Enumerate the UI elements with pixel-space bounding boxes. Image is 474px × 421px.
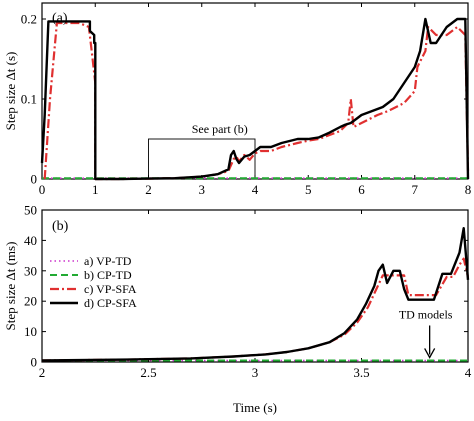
x-tick-label: 3	[199, 182, 206, 197]
td-models-label: TD models	[399, 307, 453, 321]
y-tick-label: 0.2	[21, 12, 37, 27]
series-line-d-cp-sfa	[40, 17, 470, 181]
x-tick-label: 1	[92, 182, 99, 197]
x-tick-label: 0	[39, 182, 46, 197]
y-tick-label: 50	[24, 203, 37, 218]
arrow-head	[424, 348, 436, 359]
x-tick-label: 8	[465, 182, 472, 197]
panel-a-ylabel: Step size Δt (s)	[3, 52, 18, 131]
y-tick-label: 30	[24, 263, 37, 278]
panel-a-yticks: 0 0.1 0.2	[21, 12, 468, 187]
x-tick-label: 3	[252, 365, 259, 380]
series-line-d-cp-sfa	[41, 226, 470, 362]
x-tick-label: 2	[145, 182, 152, 197]
series-line-c-vp-sfa	[43, 21, 470, 181]
panel-b: (b) Step size Δt (ms) Time (s) 2 2.5 3 3.5 4…	[3, 203, 472, 416]
panel-b-xlabel: Time (s)	[233, 400, 277, 415]
x-tick-label: 2.5	[140, 365, 156, 380]
y-tick-label: 0	[31, 355, 38, 370]
see-part-b-label: See part (b)	[192, 122, 248, 136]
x-tick-label: 6	[358, 182, 365, 197]
legend-label: a) VP-TD	[84, 254, 132, 268]
x-tick-label: 4	[465, 365, 472, 380]
legend-label: b) CP-TD	[84, 268, 132, 282]
panel-b-yticks: 0 10 20 30 40 50	[24, 203, 468, 370]
y-tick-label: 0.1	[21, 92, 37, 107]
panel-b-lines	[41, 226, 470, 362]
x-tick-label: 2	[39, 365, 46, 380]
x-tick-label: 3.5	[353, 365, 369, 380]
panel-b-ylabel: Step size Δt (ms)	[3, 242, 18, 331]
see-part-b-box	[148, 138, 256, 180]
y-tick-label: 20	[24, 294, 37, 309]
panel-b-xticks: 2 2.5 3 3.5 4	[39, 210, 472, 380]
td-models-arrow	[424, 325, 436, 359]
x-tick-label: 5	[305, 182, 312, 197]
y-tick-label: 0	[31, 172, 38, 187]
legend-label: c) VP-SFA	[84, 282, 137, 296]
x-tick-label: 7	[412, 182, 419, 197]
legend-label: d) CP-SFA	[84, 296, 137, 310]
panel-b-label: (b)	[52, 219, 69, 234]
panel-a-lines	[40, 17, 470, 181]
x-tick-label: 4	[252, 182, 259, 197]
y-tick-label: 40	[24, 233, 37, 248]
y-tick-label: 10	[24, 324, 37, 339]
